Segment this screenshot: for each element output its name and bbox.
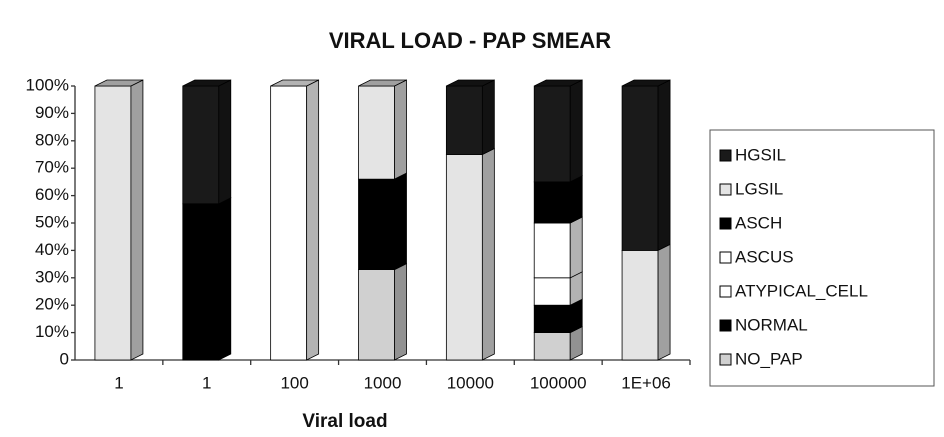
bar-front xyxy=(182,203,220,361)
bar-segment xyxy=(533,271,583,306)
legend-swatch xyxy=(719,149,732,162)
bar-side xyxy=(394,262,407,361)
bar-side xyxy=(569,175,583,224)
bar-segment xyxy=(445,147,495,361)
y-tick-label: 10% xyxy=(35,322,69,341)
bar-top xyxy=(446,79,495,87)
bar-top xyxy=(534,79,583,87)
y-tick-label: 70% xyxy=(35,158,69,177)
bar-front xyxy=(94,85,132,361)
bar-segment xyxy=(621,243,671,361)
bar-side xyxy=(218,197,232,361)
bar-segment xyxy=(358,79,407,180)
bar-front xyxy=(445,85,483,155)
bar-front xyxy=(358,85,395,180)
bar-side xyxy=(394,172,407,271)
bar-segment xyxy=(621,79,671,252)
bar-segment xyxy=(533,79,583,183)
bar-segment xyxy=(270,79,320,361)
bar-side xyxy=(569,79,583,183)
legend-swatch xyxy=(719,319,732,332)
bar-segment xyxy=(533,175,583,224)
y-tick-label: 40% xyxy=(35,240,69,259)
x-tick-label: 1000 xyxy=(364,373,402,392)
bar-segment xyxy=(358,262,407,361)
legend-label: NORMAL xyxy=(735,315,808,334)
x-tick-label: 100000 xyxy=(530,373,587,392)
bar-front xyxy=(621,249,659,361)
bar-top xyxy=(358,79,407,87)
bar-top xyxy=(94,79,144,87)
x-axis-title: Viral load xyxy=(302,411,387,432)
legend-label: HGSIL xyxy=(735,145,786,164)
y-tick-label: 0 xyxy=(60,349,69,368)
legend-box xyxy=(709,129,935,387)
y-tick-label: 90% xyxy=(35,103,69,122)
legend-swatch xyxy=(719,353,732,366)
legend-swatch xyxy=(719,285,732,298)
legend-swatch xyxy=(719,217,732,230)
bar-segment xyxy=(533,216,583,279)
bar-side xyxy=(569,216,583,279)
y-tick-label: 80% xyxy=(35,130,69,149)
bar-segment xyxy=(533,325,583,361)
y-tick-label: 30% xyxy=(35,267,69,286)
legend-label: LGSIL xyxy=(735,179,783,198)
y-tick-label: 100% xyxy=(26,75,69,94)
bar-front xyxy=(270,85,308,361)
bar-front xyxy=(621,85,659,251)
bar-segment xyxy=(94,79,144,361)
x-tick-label: 100 xyxy=(280,373,308,392)
bar-front xyxy=(445,154,483,361)
legend-label: ASCUS xyxy=(735,247,794,266)
bar-front xyxy=(533,277,571,306)
x-tick-label: 1 xyxy=(114,373,123,392)
legend-label: ASCH xyxy=(735,213,782,232)
bar-side xyxy=(306,79,320,361)
y-tick-label: 50% xyxy=(35,212,69,231)
bar-side xyxy=(657,243,671,361)
bar-side xyxy=(130,79,144,361)
legend-swatch xyxy=(719,251,732,264)
bar-front xyxy=(533,181,571,224)
y-tick-label: 20% xyxy=(35,295,69,314)
bar-segment xyxy=(445,79,495,156)
legend-swatch xyxy=(719,183,732,196)
bar-front xyxy=(533,332,571,361)
bar-side xyxy=(218,79,232,205)
bar-front xyxy=(533,304,571,334)
legend-label: NO_PAP xyxy=(735,349,803,368)
bar-front xyxy=(358,269,395,361)
x-tick-label: 10000 xyxy=(447,373,494,392)
bar-side xyxy=(481,147,495,361)
bar-front xyxy=(358,178,395,270)
bar-segment xyxy=(182,79,232,205)
x-tick-label: 1E+06 xyxy=(621,373,671,392)
bar-top xyxy=(270,79,319,87)
bar-side xyxy=(481,79,495,156)
bar-top xyxy=(621,79,671,87)
bar-side xyxy=(657,79,671,252)
bar-segment xyxy=(182,197,232,361)
y-tick-label: 60% xyxy=(35,185,69,204)
bar-front xyxy=(182,85,220,205)
x-tick-label: 1 xyxy=(202,373,211,392)
bar-front xyxy=(533,85,571,183)
bar-segment xyxy=(358,172,407,271)
chart-title: VIRAL LOAD - PAP SMEAR xyxy=(329,28,611,53)
bar-side xyxy=(394,79,407,180)
bar-top xyxy=(182,79,231,87)
legend-label: ATYPICAL_CELL xyxy=(735,281,868,300)
bar-front xyxy=(533,222,571,279)
